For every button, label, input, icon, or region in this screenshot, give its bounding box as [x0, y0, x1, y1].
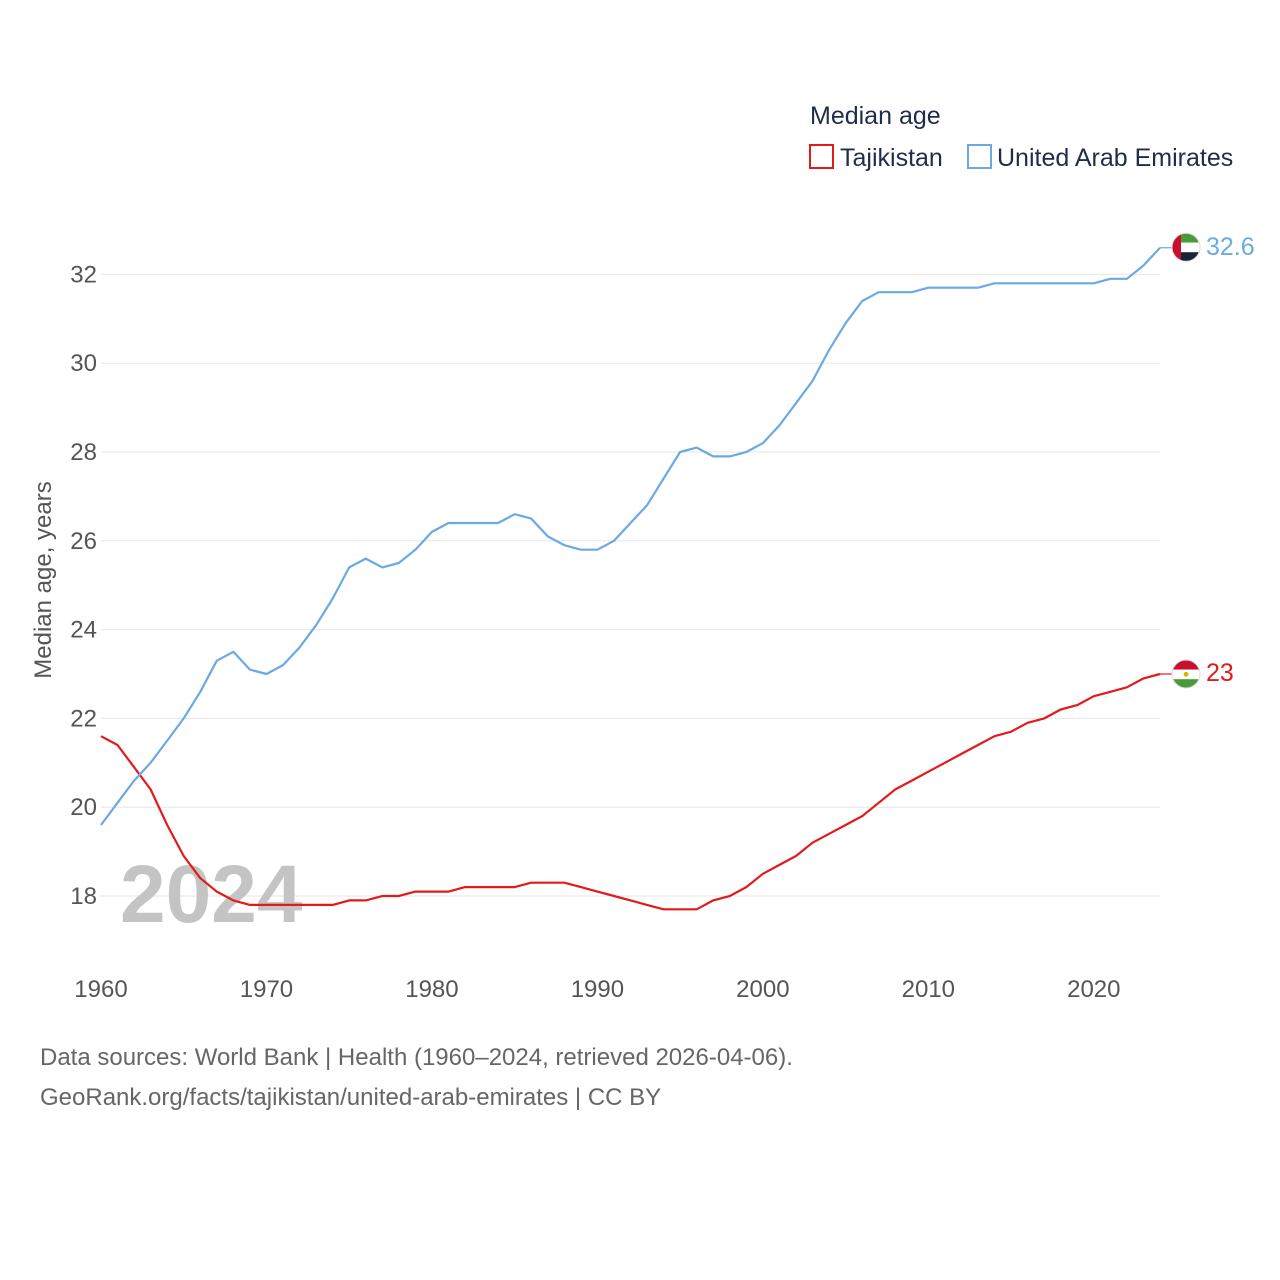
x-tick-label: 1970 — [240, 976, 293, 1003]
uae-flag-icon — [1172, 233, 1200, 262]
x-tick-label: 2020 — [1067, 976, 1120, 1003]
legend-title: Median age — [810, 102, 941, 130]
footer-source: Data sources: World Bank | Health (1960–… — [40, 1044, 793, 1071]
y-tick-label: 20 — [70, 794, 97, 821]
legend-swatch-uae[interactable] — [967, 144, 992, 169]
y-axis-ticks: 18 20 22 24 26 28 30 32 — [70, 261, 97, 910]
legend-label-uae[interactable]: United Arab Emirates — [997, 144, 1233, 172]
x-tick-label: 1960 — [74, 976, 127, 1003]
series-line-tajikistan[interactable] — [100, 672, 1161, 911]
y-tick-label: 18 — [70, 883, 97, 910]
x-tick-label: 2010 — [902, 976, 955, 1003]
y-tick-label: 24 — [70, 617, 97, 644]
y-tick-label: 22 — [70, 705, 97, 732]
legend-label-tajikistan[interactable]: Tajikistan — [840, 144, 943, 172]
end-value-label-uae: 32.6 — [1206, 233, 1255, 261]
series-lines — [100, 247, 1172, 911]
x-tick-label: 1990 — [571, 976, 624, 1003]
end-value-label-tajikistan: 23 — [1206, 659, 1234, 687]
x-tick-label: 1980 — [405, 976, 458, 1003]
y-tick-label: 28 — [70, 439, 97, 466]
footer-link[interactable]: GeoRank.org/facts/tajikistan/united-arab… — [40, 1084, 662, 1111]
x-tick-label: 2000 — [736, 976, 789, 1003]
series-line-uae[interactable] — [100, 247, 1161, 826]
tajikistan-flag-icon — [1172, 660, 1200, 688]
y-axis-title: Median age, years — [30, 481, 57, 678]
gridlines — [101, 273, 1160, 897]
y-tick-label: 30 — [70, 350, 97, 377]
legend-swatch-tajikistan[interactable] — [809, 144, 834, 169]
x-axis-ticks: 1960 1970 1980 1990 2000 2010 2020 — [74, 976, 1120, 1003]
y-tick-label: 32 — [70, 261, 97, 288]
y-tick-label: 26 — [70, 528, 97, 555]
legend[interactable]: Median age Tajikistan United Arab Emirat… — [809, 102, 1233, 172]
year-watermark: 2024 — [120, 849, 303, 940]
